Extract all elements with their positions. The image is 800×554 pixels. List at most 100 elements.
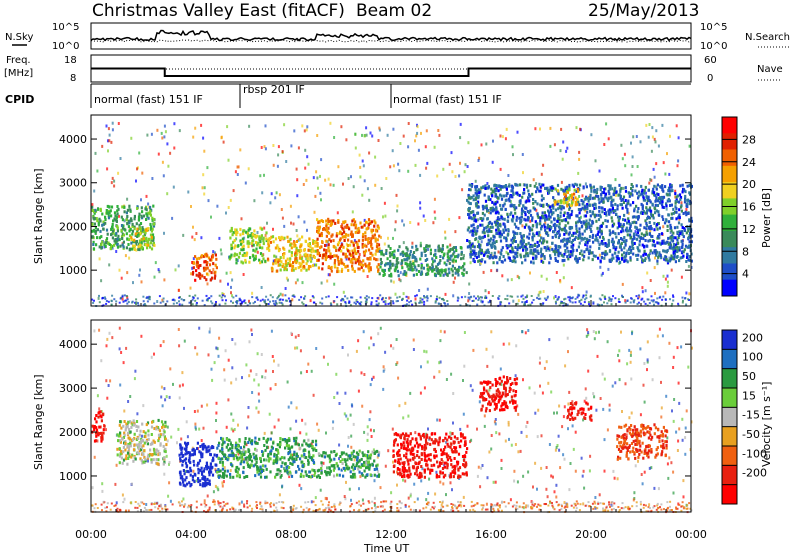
echo-cell xyxy=(334,221,337,225)
ground-speck xyxy=(629,301,632,304)
velocity-heatmap xyxy=(91,326,693,514)
echo-cell xyxy=(149,222,152,226)
echo-cell xyxy=(279,268,282,272)
echo-cell xyxy=(616,215,620,219)
echo-speck xyxy=(111,336,114,340)
echo-speck xyxy=(559,280,562,284)
echo-speck xyxy=(409,494,412,498)
echo-cell xyxy=(138,239,141,243)
echo-cell xyxy=(548,248,551,252)
echo-cell xyxy=(524,213,527,217)
echo-cell xyxy=(484,187,487,190)
echo-cell xyxy=(488,229,491,233)
echo-speck xyxy=(382,215,384,219)
echo-speck xyxy=(449,243,452,247)
echo-cell xyxy=(536,245,539,249)
echo-speck xyxy=(580,456,583,460)
ground-speck xyxy=(172,302,175,305)
ground-speck xyxy=(405,303,408,306)
echo-cell xyxy=(472,233,475,237)
echo-speck xyxy=(147,202,150,206)
echo-cell xyxy=(675,210,678,214)
echo-cell xyxy=(672,236,675,240)
echo-cell xyxy=(460,257,463,261)
echo-speck xyxy=(157,152,160,156)
echo-cell xyxy=(448,271,451,275)
echo-cell xyxy=(560,207,563,211)
echo-cell xyxy=(655,253,658,257)
echo-cell xyxy=(671,216,674,220)
echo-speck xyxy=(416,131,419,135)
echo-cell xyxy=(655,187,658,191)
echo-cell xyxy=(288,264,291,268)
echo-cell xyxy=(471,229,475,233)
echo-cell xyxy=(643,259,646,262)
echo-cell xyxy=(364,237,367,241)
echo-cell xyxy=(258,258,261,262)
ground-speck xyxy=(426,299,429,302)
echo-cell xyxy=(594,234,598,238)
echo-cell xyxy=(613,189,616,193)
ground-speck xyxy=(484,296,486,299)
echo-cell xyxy=(130,238,133,242)
echo-cell xyxy=(391,251,394,254)
echo-cell xyxy=(336,255,340,259)
echo-speck xyxy=(657,144,660,148)
echo-cell xyxy=(388,274,391,278)
echo-cell xyxy=(644,252,647,256)
echo-speck xyxy=(289,204,292,208)
colorbar-tick-label: 8 xyxy=(742,245,749,258)
echo-speck xyxy=(119,157,122,160)
echo-speck xyxy=(649,279,652,282)
echo-speck xyxy=(365,133,368,137)
echo-cell xyxy=(454,246,457,249)
echo-cell xyxy=(532,206,535,210)
echo-cell xyxy=(640,192,643,196)
echo-cell xyxy=(637,194,640,198)
echo-speck xyxy=(192,225,194,229)
echo-cell xyxy=(95,217,98,220)
echo-cell xyxy=(102,227,105,231)
echo-speck xyxy=(452,392,455,395)
echo-cell xyxy=(667,213,670,217)
ground-speck xyxy=(191,303,194,306)
echo-cell xyxy=(423,249,427,253)
echo-cell xyxy=(581,202,584,206)
echo-cell xyxy=(593,207,596,210)
echo-cell xyxy=(631,240,634,244)
ground-speck xyxy=(181,303,184,306)
echo-cell xyxy=(454,271,457,275)
echo-cell xyxy=(569,194,572,197)
echo-speck xyxy=(434,216,437,220)
ground-speck xyxy=(353,301,356,304)
ground-speck xyxy=(355,302,357,305)
echo-cell xyxy=(426,263,429,267)
echo-cell xyxy=(626,233,629,237)
echo-cell xyxy=(574,235,577,239)
echo-speck xyxy=(273,425,276,429)
echo-speck xyxy=(662,161,665,165)
echo-speck xyxy=(307,362,310,366)
echo-cell xyxy=(269,240,272,244)
echo-cell xyxy=(656,223,659,227)
echo-speck xyxy=(305,370,308,373)
echo-cell xyxy=(679,205,683,209)
echo-cell xyxy=(105,237,109,241)
ground-speck xyxy=(134,301,137,304)
echo-cell xyxy=(207,256,211,260)
echo-cell xyxy=(316,251,319,255)
echo-cell xyxy=(620,230,623,234)
echo-cell xyxy=(529,226,532,230)
echo-speck xyxy=(107,384,110,387)
echo-cell xyxy=(678,248,681,252)
echo-cell xyxy=(568,198,571,202)
echo-cell xyxy=(540,194,544,198)
ground-speck xyxy=(243,299,246,302)
echo-speck xyxy=(226,125,229,129)
echo-cell xyxy=(616,226,619,230)
echo-speck xyxy=(296,178,299,182)
echo-cell xyxy=(515,206,518,210)
echo-cell xyxy=(645,202,649,206)
ground-speck xyxy=(91,298,94,301)
echo-speck xyxy=(419,241,422,245)
